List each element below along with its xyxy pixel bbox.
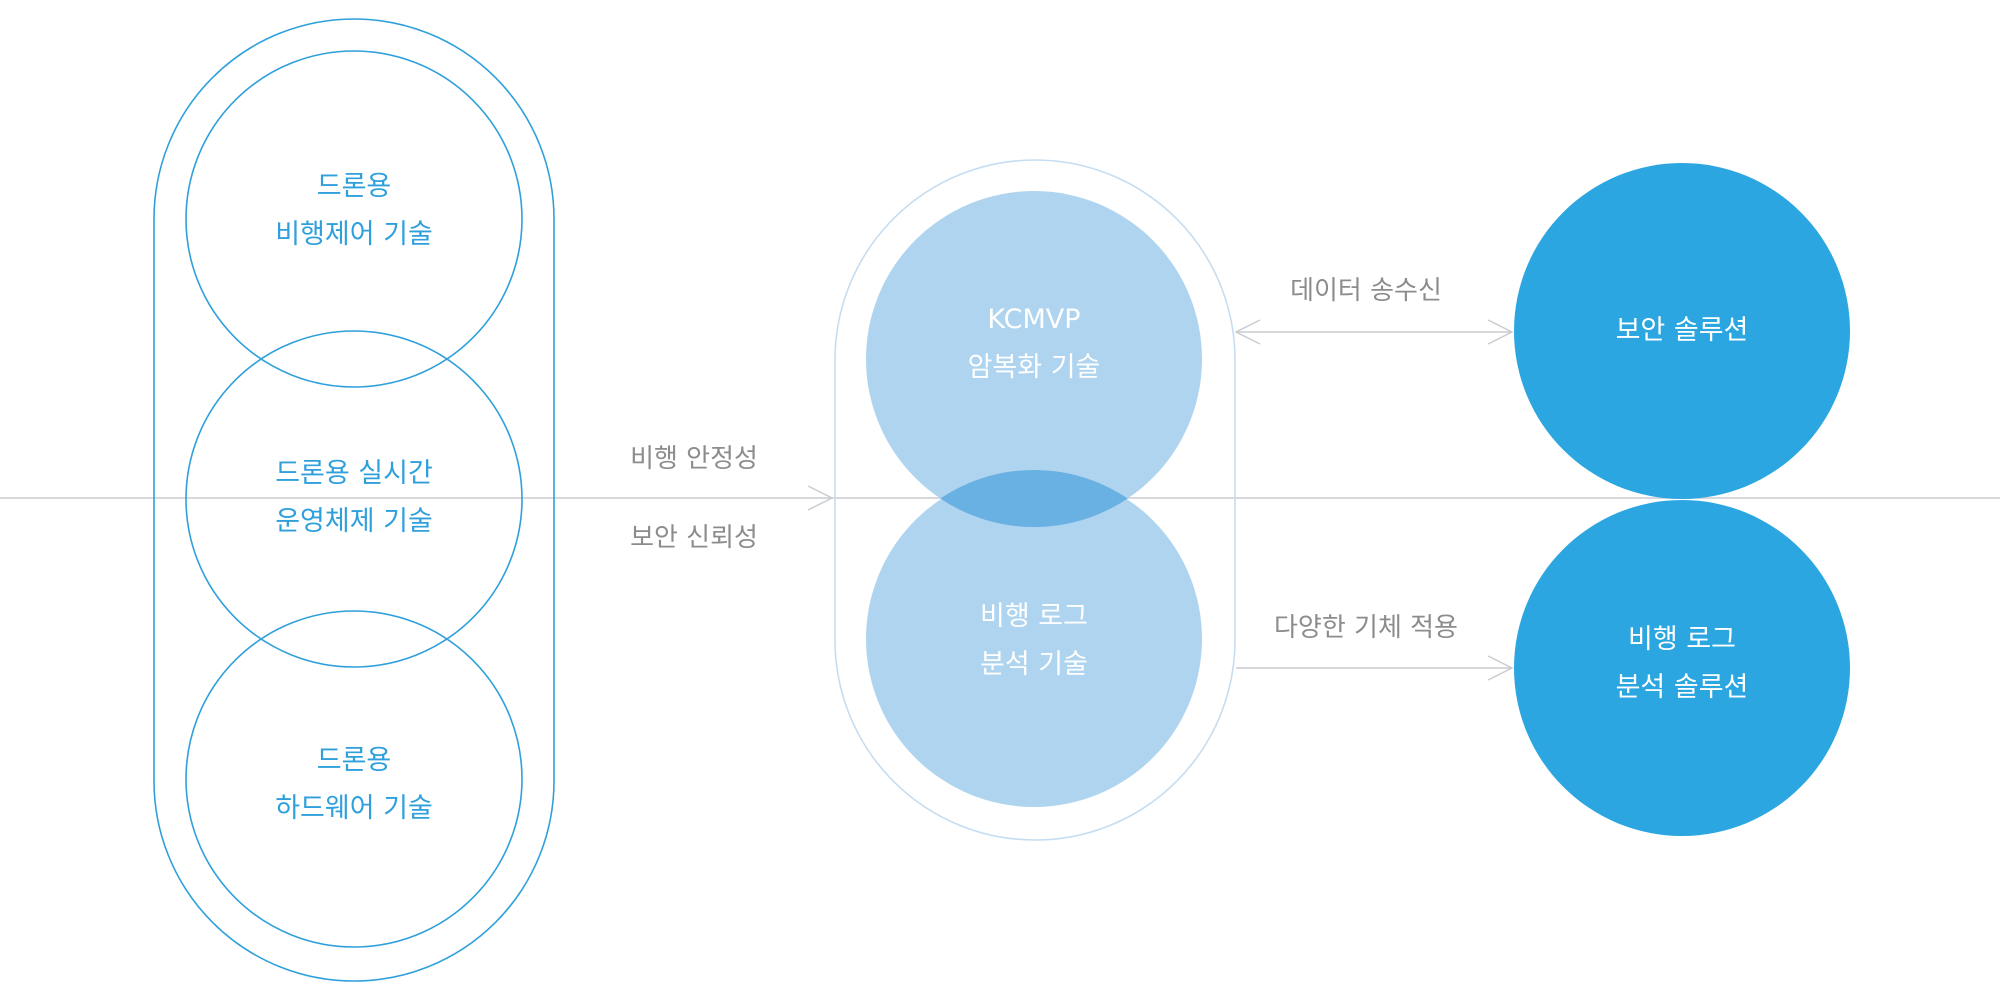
- label-various-aircraft: 다양한 기체 적용: [1274, 613, 1458, 643]
- label-log-analysis-tech-line2: 분석 기술: [980, 649, 1088, 680]
- label-log-solution: 비행 로그 분석 솔루션: [1572, 616, 1792, 712]
- label-realtime-os-line1: 드론용 실시간: [275, 458, 433, 489]
- label-realtime-os: 드론용 실시간 운영체제 기술: [234, 450, 474, 546]
- center-group-container: [834, 159, 1236, 841]
- right-circle-security-solution: [1514, 163, 1850, 499]
- label-hardware-line2: 하드웨어 기술: [275, 793, 433, 824]
- arrow-head-aircraft: [1487, 655, 1514, 681]
- arrow-head-data-left: [1234, 319, 1261, 345]
- label-hardware-line1: 드론용: [316, 745, 392, 776]
- label-log-analysis-tech-line1: 비행 로그: [980, 601, 1088, 632]
- label-security-solution-line1: 보안 솔루션: [1615, 315, 1749, 346]
- left-circle-realtime-os: [185, 330, 523, 668]
- arrow-head-center: [807, 485, 834, 511]
- center-circle-log-analysis: [866, 471, 1202, 807]
- label-data-transfer: 데이터 송수신: [1290, 276, 1442, 306]
- arrow-head-data-right: [1487, 319, 1514, 345]
- center-overlap-lens: [940, 469, 1128, 528]
- label-log-solution-line2: 분석 솔루션: [1615, 672, 1749, 703]
- label-flight-control-line1: 드론용: [316, 171, 392, 202]
- label-kcmvp-line1: KCMVP: [987, 304, 1081, 335]
- label-security-solution: 보안 솔루션: [1572, 307, 1792, 355]
- label-flight-stability: 비행 안정성: [630, 444, 758, 474]
- label-log-analysis-tech: 비행 로그 분석 기술: [934, 593, 1134, 689]
- label-flight-control-line2: 비행제어 기술: [275, 219, 433, 250]
- left-group-container: [153, 18, 555, 982]
- label-security-reliability: 보안 신뢰성: [630, 523, 758, 553]
- label-log-solution-line1: 비행 로그: [1628, 624, 1736, 655]
- left-circle-flight-control: [185, 50, 523, 388]
- label-flight-control: 드론용 비행제어 기술: [254, 163, 454, 259]
- label-kcmvp: KCMVP 암복화 기술: [934, 296, 1134, 392]
- label-hardware: 드론용 하드웨어 기술: [254, 737, 454, 833]
- center-circle-kcmvp: [866, 191, 1202, 527]
- label-realtime-os-line2: 운영체제 기술: [275, 506, 433, 537]
- label-kcmvp-line2: 암복화 기술: [967, 352, 1101, 383]
- left-circle-hardware: [185, 610, 523, 948]
- right-circle-log-solution: [1514, 500, 1850, 836]
